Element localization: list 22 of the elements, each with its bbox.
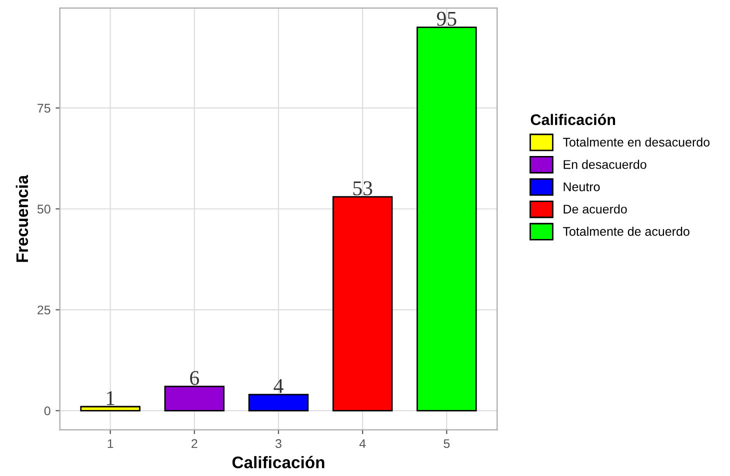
- x-tick-label: 5: [444, 439, 450, 448]
- data-label: 53: [353, 181, 372, 196]
- legend-label: En desacuerdo: [564, 160, 646, 169]
- data-label: 1: [106, 391, 114, 405]
- y-axis-title: Frecuencia: [16, 174, 28, 262]
- x-tick-label: 3: [275, 439, 282, 448]
- y-tick-label: 0: [44, 406, 50, 416]
- x-axis-title: Calificación: [232, 456, 324, 468]
- x-tick-label: 2: [192, 439, 198, 448]
- data-label: 6: [190, 370, 199, 385]
- y-tick-label: 25: [38, 306, 50, 314]
- legend-label: De acuerdo: [564, 204, 627, 214]
- y-tick-label: 50: [37, 204, 50, 214]
- legend-label: Neutro: [564, 182, 600, 192]
- legend-label: Totalmente en desacuerdo: [563, 137, 710, 147]
- data-label: 95: [436, 12, 456, 26]
- data-label: 4: [274, 379, 284, 393]
- legend-title: Calificación: [530, 114, 616, 126]
- y-tick-label: 75: [38, 104, 50, 113]
- legend-label: Totalmente de acuerdo: [563, 226, 690, 236]
- x-tick-label: 1: [108, 439, 114, 448]
- x-tick-label: 4: [359, 439, 366, 448]
